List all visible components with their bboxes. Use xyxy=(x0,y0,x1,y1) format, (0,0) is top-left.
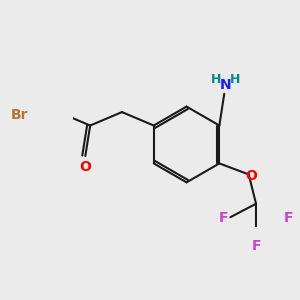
Text: H: H xyxy=(211,73,221,86)
Text: O: O xyxy=(80,160,91,174)
Text: O: O xyxy=(245,169,257,183)
Text: F: F xyxy=(218,212,228,225)
Text: N: N xyxy=(220,78,231,92)
Text: H: H xyxy=(230,73,240,86)
Text: Br: Br xyxy=(11,108,28,122)
Text: F: F xyxy=(284,212,294,225)
Text: F: F xyxy=(251,239,261,253)
